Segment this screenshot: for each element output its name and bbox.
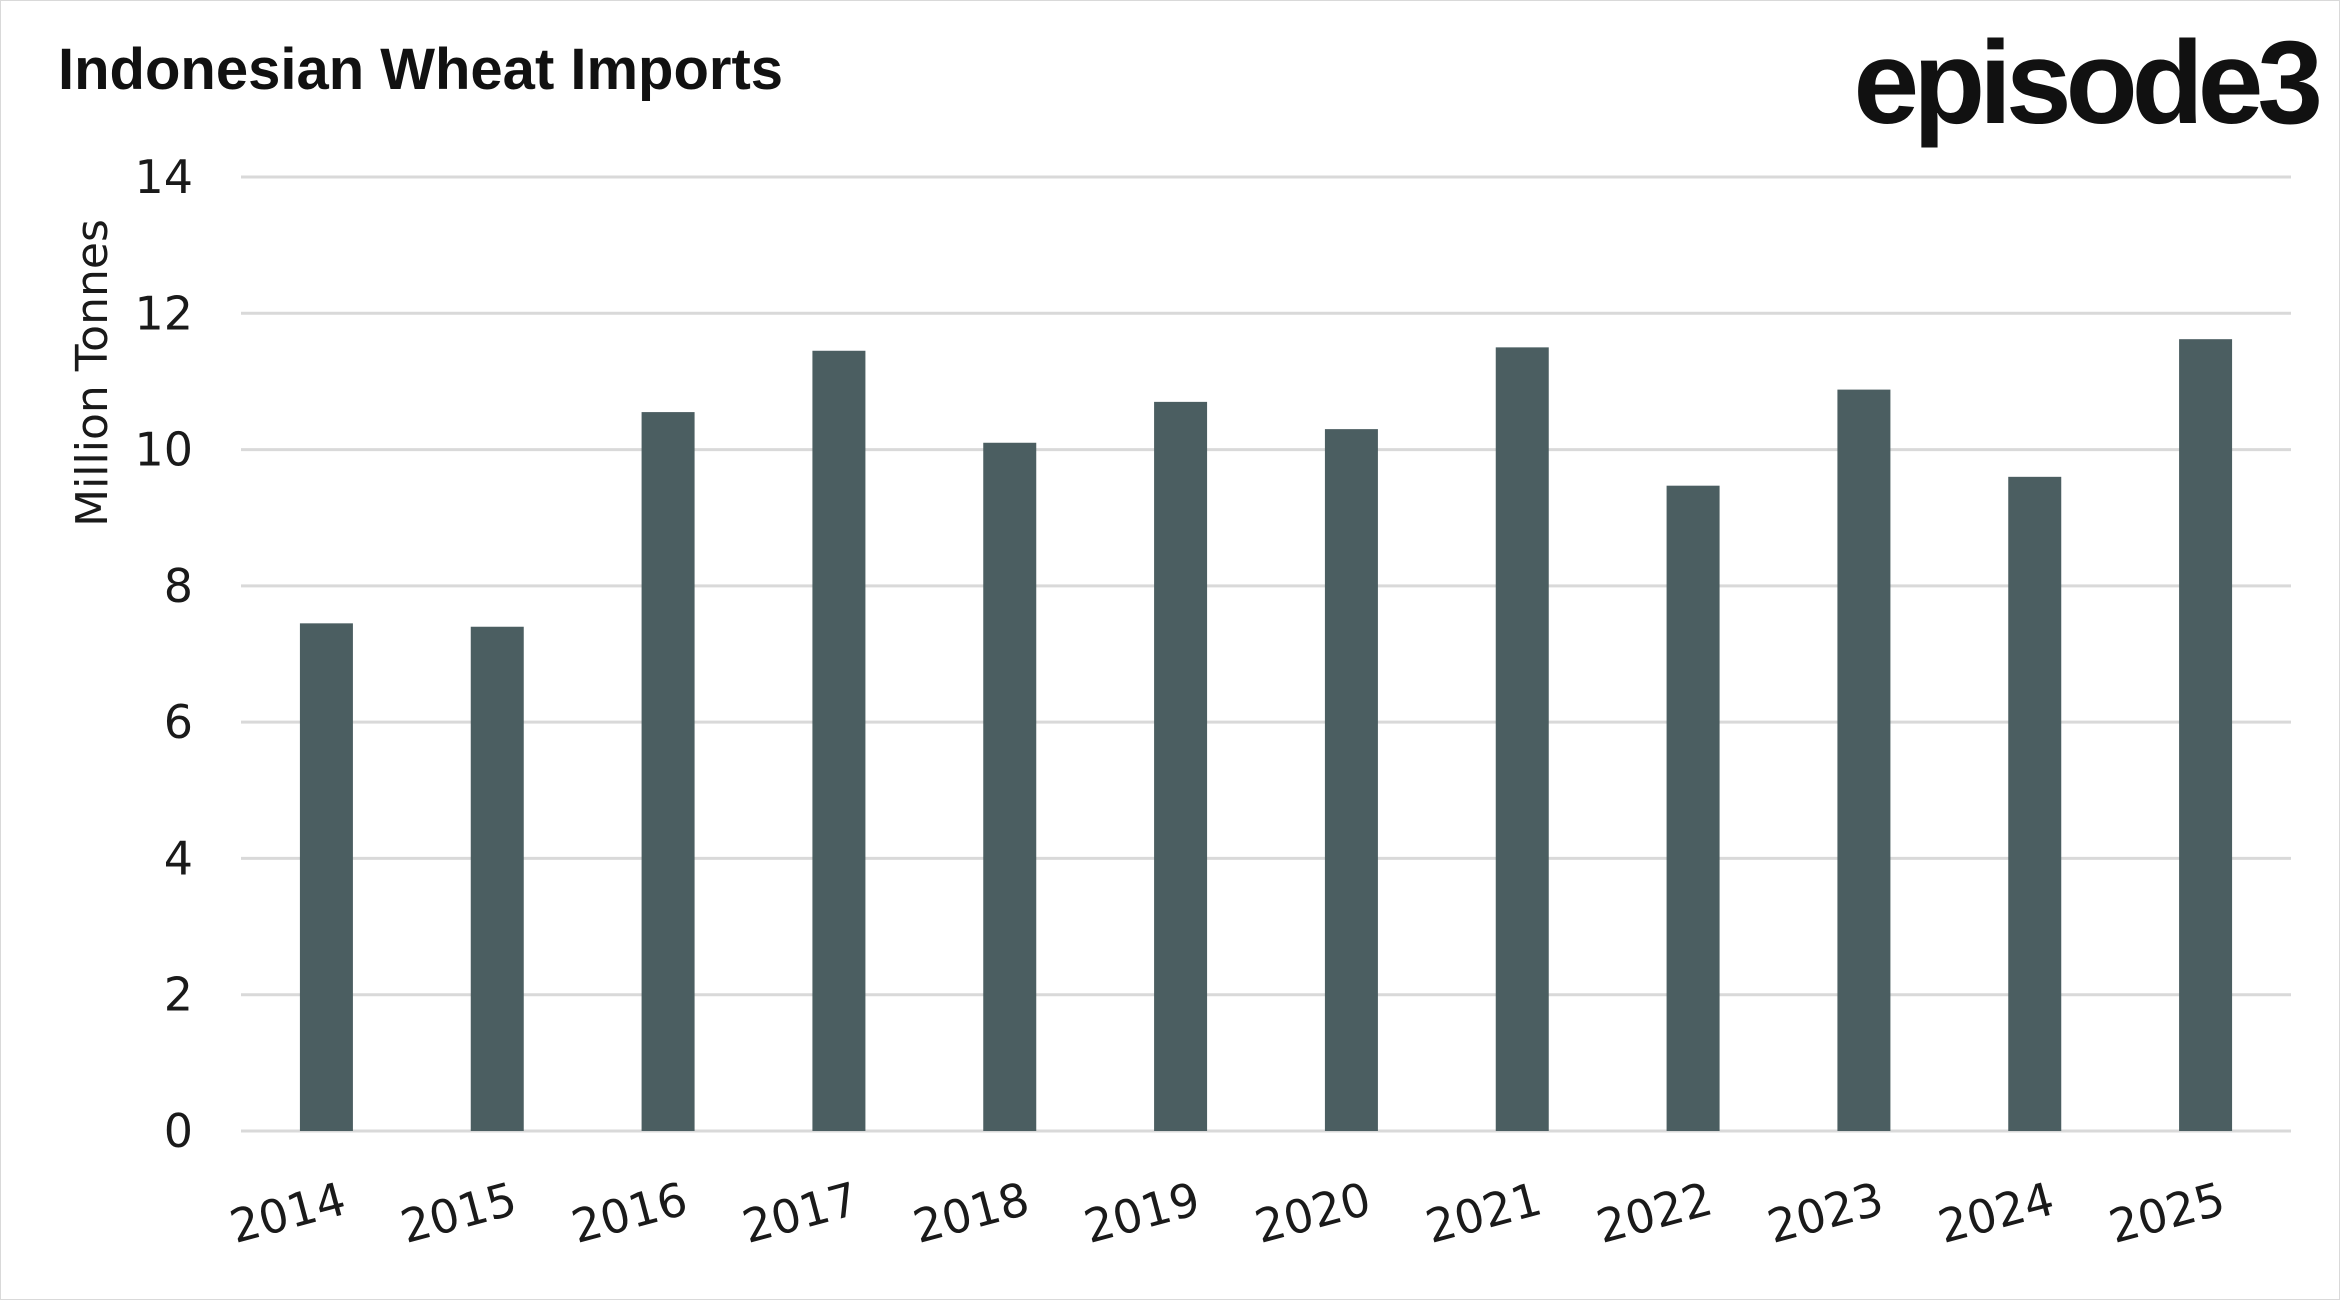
y-tick-label: 12 bbox=[134, 286, 193, 340]
bar-2014 bbox=[299, 623, 353, 1131]
x-tick-label: 2024 bbox=[1933, 1171, 2060, 1253]
bar-2018 bbox=[983, 442, 1037, 1131]
bars bbox=[299, 339, 2233, 1132]
y-axis-label: Million Tonnes bbox=[67, 219, 118, 527]
bar-2021 bbox=[1495, 347, 1549, 1131]
bar-2020 bbox=[1324, 429, 1378, 1132]
y-tick-label: 6 bbox=[164, 695, 193, 749]
bar-2022 bbox=[1666, 485, 1720, 1131]
x-axis-ticks: 2014 2015 2016 2017 2018 2019 2020 2021 2022 2023… bbox=[224, 1171, 2230, 1253]
x-tick-label: 2017 bbox=[737, 1171, 864, 1253]
y-tick-label: 0 bbox=[164, 1104, 193, 1158]
x-tick-label: 2025 bbox=[2103, 1171, 2230, 1253]
x-tick-label: 2015 bbox=[395, 1171, 522, 1253]
bar-2025 bbox=[2179, 339, 2233, 1131]
x-tick-label: 2021 bbox=[1420, 1171, 1547, 1253]
x-tick-label: 2018 bbox=[908, 1171, 1035, 1253]
x-tick-label: 2016 bbox=[566, 1171, 693, 1253]
y-tick-label: 14 bbox=[134, 150, 193, 204]
bar-2019 bbox=[1154, 401, 1208, 1131]
bar-2015 bbox=[470, 626, 524, 1131]
y-axis-ticks: 0 2 4 6 8 10 12 14 bbox=[134, 150, 193, 1158]
x-tick-label: 2023 bbox=[1762, 1171, 1889, 1253]
x-tick-label: 2020 bbox=[1249, 1171, 1376, 1253]
x-tick-label: 2019 bbox=[1078, 1171, 1205, 1253]
y-tick-label: 10 bbox=[134, 423, 193, 477]
y-tick-label: 8 bbox=[164, 559, 193, 613]
bar-2016 bbox=[641, 412, 695, 1131]
bar-2024 bbox=[2008, 476, 2062, 1131]
bar-2017 bbox=[812, 350, 866, 1131]
y-tick-label: 4 bbox=[164, 831, 193, 885]
y-tick-label: 2 bbox=[164, 968, 193, 1022]
brand-logo: episode3 bbox=[1853, 17, 2319, 149]
gridlines bbox=[241, 175, 2291, 1133]
x-tick-label: 2014 bbox=[224, 1171, 351, 1253]
chart-title: Indonesian Wheat Imports bbox=[58, 37, 783, 102]
bar-2023 bbox=[1837, 389, 1891, 1131]
x-tick-label: 2022 bbox=[1591, 1171, 1718, 1253]
